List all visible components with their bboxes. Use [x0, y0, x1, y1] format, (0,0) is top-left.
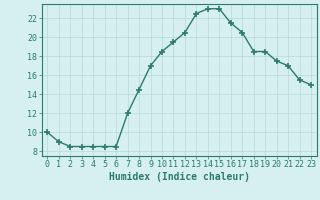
X-axis label: Humidex (Indice chaleur): Humidex (Indice chaleur)	[109, 172, 250, 182]
